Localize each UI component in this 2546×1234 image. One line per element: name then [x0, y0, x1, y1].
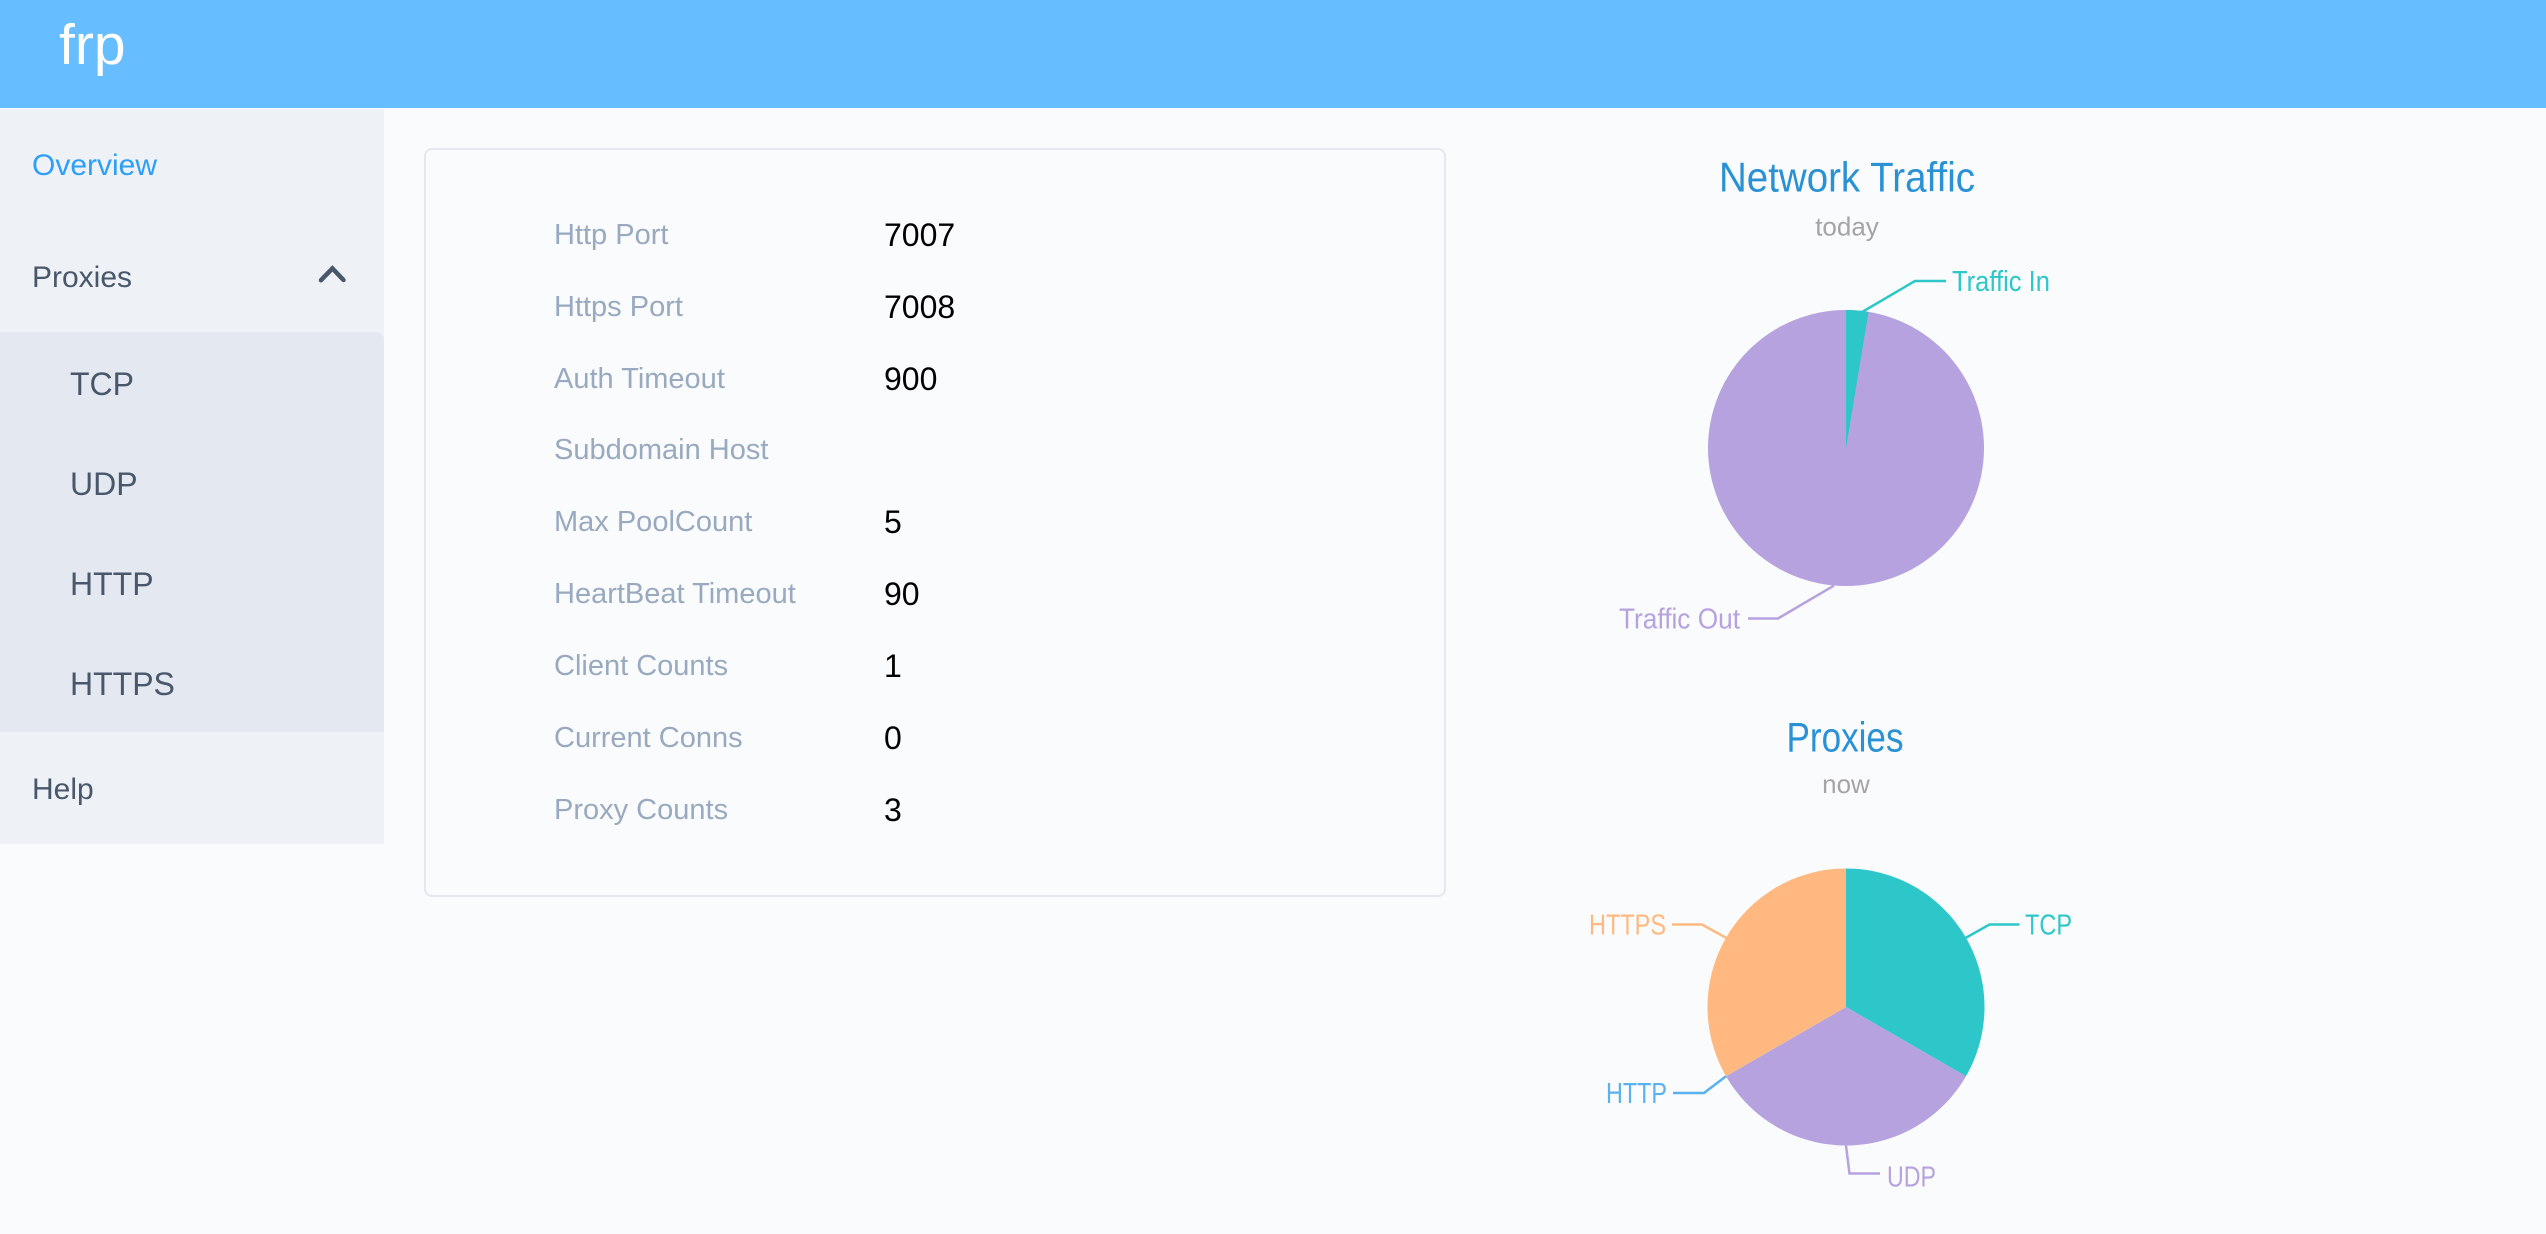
svg-text:now: now: [1822, 769, 1870, 799]
svg-text:TCP: TCP: [2025, 910, 2072, 942]
svg-text:Network Traffic: Network Traffic: [1719, 154, 1975, 201]
svg-text:HTTPS: HTTPS: [1589, 910, 1666, 942]
svg-text:today: today: [1815, 212, 1879, 242]
svg-text:UDP: UDP: [1887, 1162, 1936, 1194]
svg-text:HTTP: HTTP: [1606, 1078, 1667, 1110]
svg-text:Proxies: Proxies: [1787, 714, 1904, 761]
svg-text:Traffic Out: Traffic Out: [1619, 604, 1740, 636]
svg-text:Traffic In: Traffic In: [1952, 266, 2050, 298]
